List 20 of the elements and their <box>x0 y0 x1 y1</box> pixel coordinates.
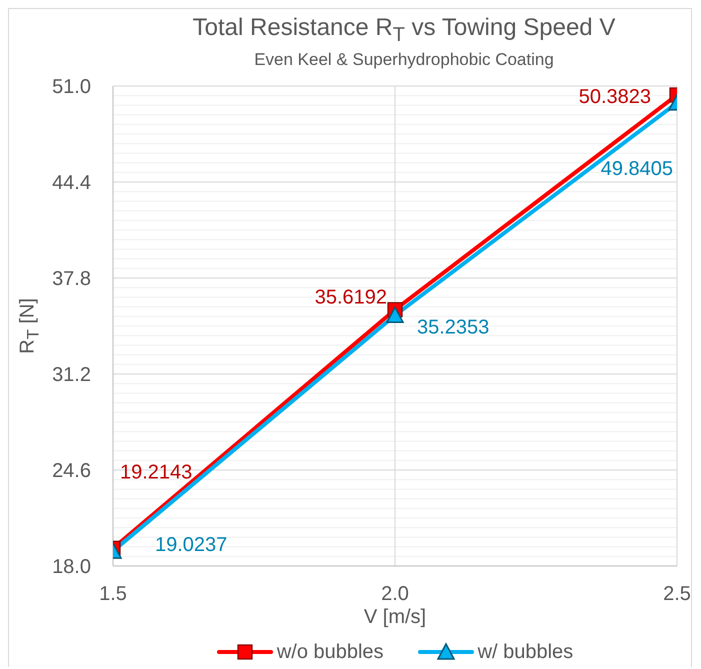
y-tick-label: 31.2 <box>52 364 91 386</box>
x-tick-label: 1.5 <box>99 583 127 606</box>
data-label: 50.3823 <box>578 86 651 108</box>
y-tick-label: 24.6 <box>52 460 91 482</box>
data-label: 35.2353 <box>417 316 490 338</box>
data-label: 19.2143 <box>120 461 192 484</box>
chart-title: Total Resistance R$_{T}$ vs Towing Speed V <box>192 14 616 47</box>
legend-label: w/ bubbles <box>478 640 574 664</box>
y-tick-label: 51.0 <box>52 76 91 98</box>
data-label: 35.6192 <box>314 286 387 309</box>
x-axis-title: V [m/s] <box>362 606 428 629</box>
data-label: 49.8405 <box>600 158 673 180</box>
data-label: 19.0237 <box>155 534 228 556</box>
y-tick-label: 37.8 <box>52 268 91 290</box>
chart-subtitle: Even Keel & Superhydrophobic Coating <box>253 50 555 70</box>
legend-label: w/o bubbles <box>276 640 384 664</box>
x-tick-label: 2.5 <box>663 583 691 606</box>
y-tick-label: 18.0 <box>52 556 91 578</box>
x-tick-label: 2.0 <box>381 583 409 606</box>
y-tick-label: 44.4 <box>52 172 91 194</box>
